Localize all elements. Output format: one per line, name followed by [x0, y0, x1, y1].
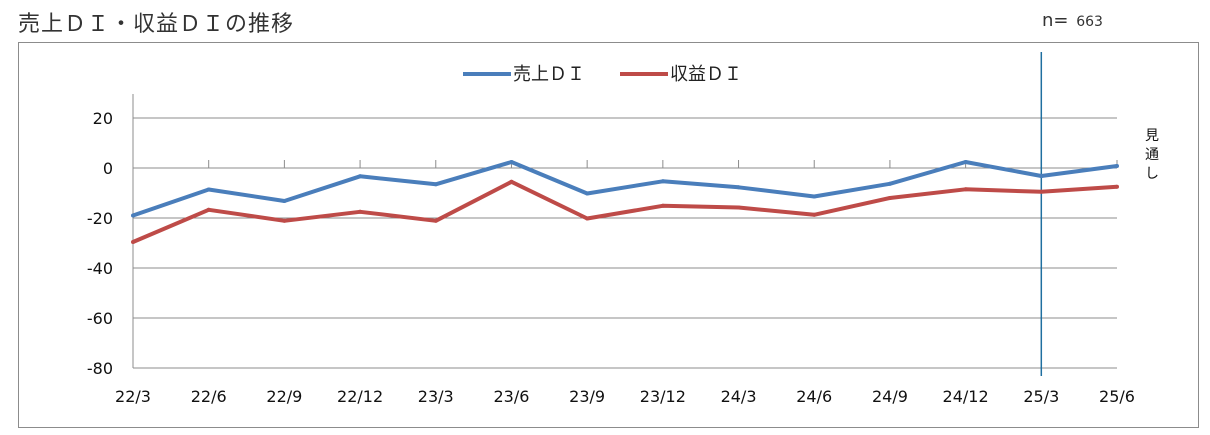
- data-point: [660, 203, 665, 208]
- x-tick-label: 24/9: [872, 387, 908, 406]
- data-point: [963, 187, 968, 192]
- data-point: [736, 185, 741, 190]
- series-line-2: [132, 179, 1118, 244]
- y-tick-label: -80: [87, 359, 113, 378]
- series-line-1: [132, 160, 1118, 218]
- x-tick-label: 23/3: [418, 387, 454, 406]
- data-point: [509, 160, 514, 164]
- y-tick-label: -40: [87, 259, 113, 278]
- data-point: [736, 205, 741, 210]
- data-point: [131, 240, 135, 244]
- data-point: [585, 191, 590, 196]
- axis-layer: [132, 52, 1118, 376]
- data-point: [1115, 164, 1119, 168]
- x-tick-label: 24/6: [796, 387, 832, 406]
- x-tick-label: 23/9: [569, 387, 605, 406]
- sample-size-label: n=: [1042, 10, 1069, 31]
- x-tick-label: 23/6: [493, 387, 529, 406]
- data-point: [1115, 184, 1119, 189]
- x-tick-label: 25/3: [1023, 387, 1059, 406]
- data-point: [206, 207, 211, 212]
- legend-label: 売上ＤＩ: [513, 64, 585, 85]
- x-tick-label: 25/6: [1099, 387, 1135, 406]
- data-point: [887, 181, 892, 186]
- data-point: [812, 194, 817, 199]
- series-layer: [131, 160, 1119, 244]
- sample-size: n= 663: [1042, 10, 1103, 31]
- data-point: [206, 187, 211, 192]
- forecast-note-char: し: [1145, 166, 1159, 182]
- x-tick-label: 24/3: [721, 387, 757, 406]
- data-point: [509, 179, 514, 184]
- forecast-note-char: 通: [1145, 147, 1159, 163]
- data-point: [963, 160, 968, 164]
- legend-label: 収益ＤＩ: [670, 64, 742, 85]
- sample-size-value: 663: [1076, 14, 1103, 30]
- data-point: [433, 218, 438, 223]
- chart-frame: [18, 42, 1199, 428]
- data-point: [282, 199, 287, 203]
- data-point: [1039, 189, 1044, 194]
- x-tick-label: 24/12: [943, 387, 989, 406]
- x-tick-label: 22/3: [115, 387, 151, 406]
- legend-layer: 売上ＤＩ 収益ＤＩ: [463, 64, 742, 85]
- data-point: [282, 218, 287, 223]
- y-tick-label: -20: [87, 209, 113, 228]
- data-point: [131, 213, 135, 218]
- data-point: [433, 182, 438, 187]
- x-tick-label: 22/6: [191, 387, 227, 406]
- data-point: [358, 174, 363, 179]
- data-point: [1039, 174, 1044, 178]
- data-point: [660, 179, 665, 184]
- y-tick-label: 0: [103, 159, 113, 178]
- data-point: [887, 196, 892, 200]
- page-title: 売上ＤＩ・収益ＤＩの推移: [18, 12, 295, 37]
- data-point: [358, 209, 363, 214]
- y-tick-label: 20: [93, 109, 113, 128]
- data-point: [585, 216, 590, 221]
- x-tick-label: 22/12: [337, 387, 383, 406]
- grid-layer: [133, 117, 1117, 369]
- x-tick-label: 23/12: [640, 387, 686, 406]
- y-tick-label: -60: [87, 309, 113, 328]
- forecast-note-char: 見: [1145, 128, 1159, 144]
- x-tick-label: 22/9: [266, 387, 302, 406]
- data-point: [812, 212, 817, 217]
